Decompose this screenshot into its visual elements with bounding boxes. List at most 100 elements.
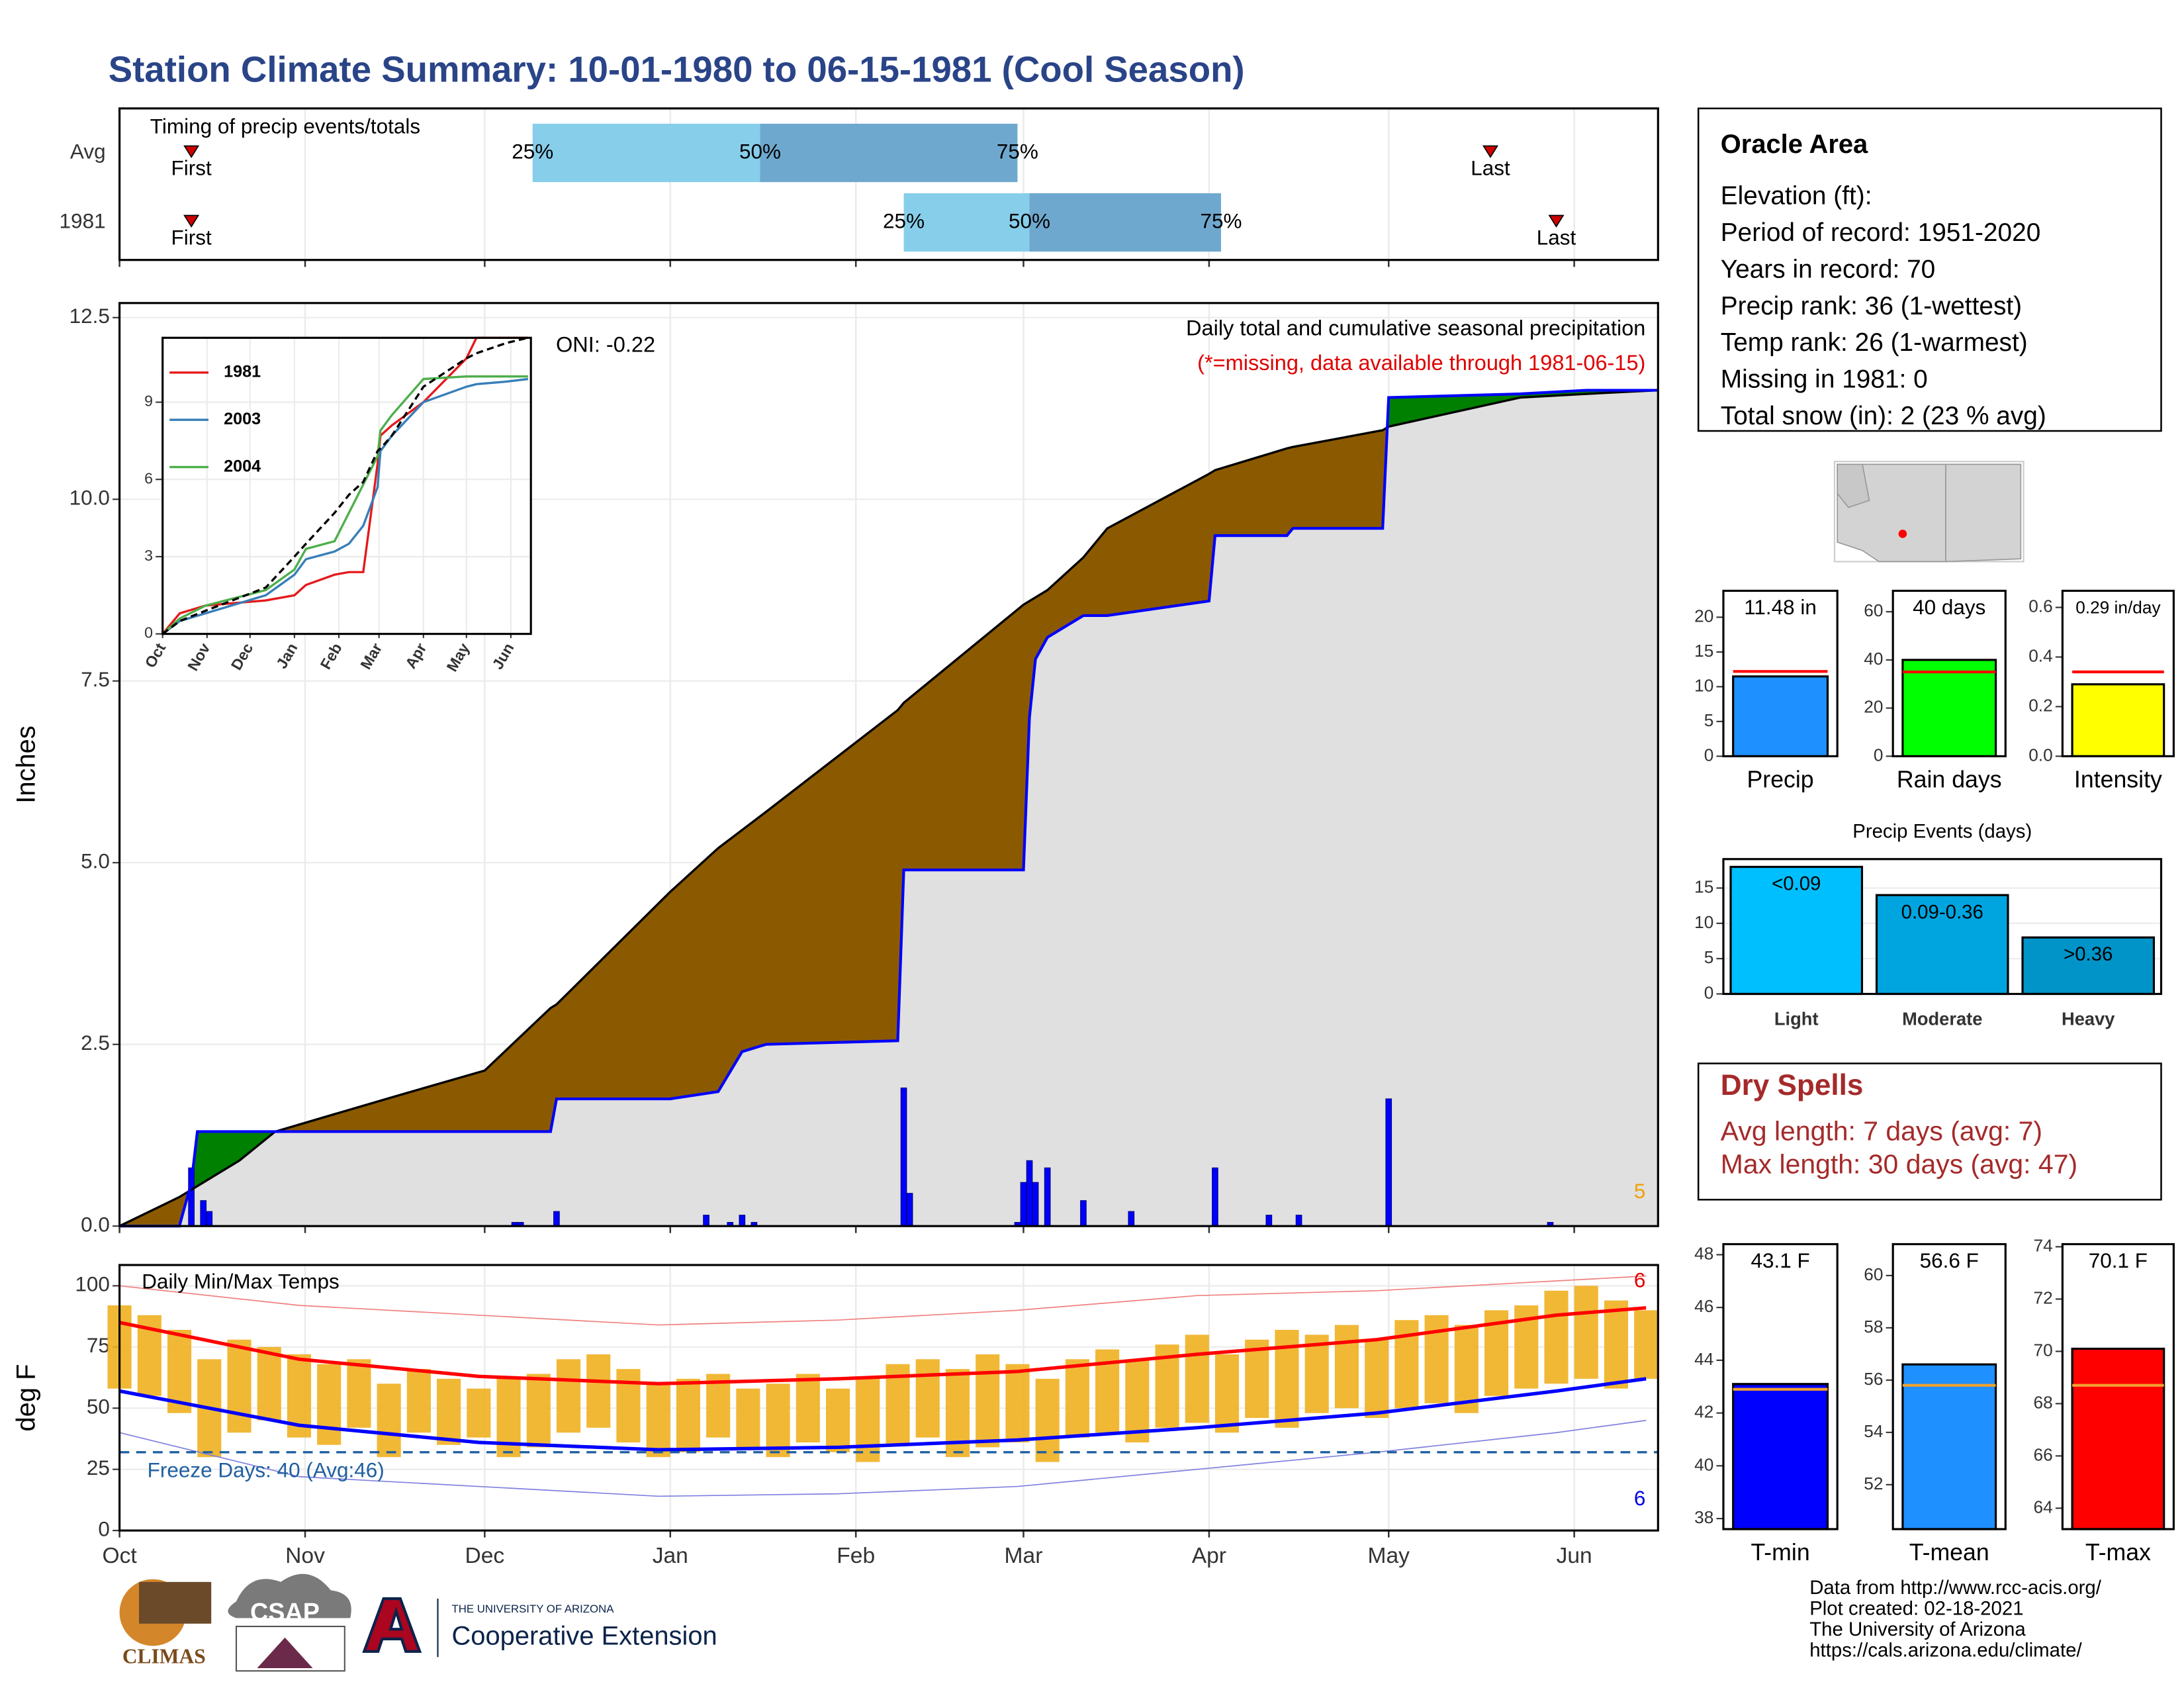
x-tick-label: Jan xyxy=(653,1544,688,1568)
y-tick-label: 0 xyxy=(1874,745,1884,765)
daily-temp-range xyxy=(1005,1364,1030,1443)
value-label: 70.1 F xyxy=(2089,1248,2148,1272)
timing-title: Timing of precip events/totals xyxy=(150,115,420,138)
freeze-label: Freeze Days: 40 (Avg:46) xyxy=(148,1458,385,1482)
cumulative-line xyxy=(119,389,1659,1228)
chart-title: Precip Events (days) xyxy=(1852,821,2032,843)
bar xyxy=(1901,1363,1997,1530)
quartile-bar xyxy=(760,123,1018,183)
daily-temp-range xyxy=(1454,1325,1479,1413)
daily-temp-range xyxy=(1245,1339,1269,1419)
y-tick-label: 75 xyxy=(87,1333,110,1357)
daily-precip-bar xyxy=(900,1087,907,1227)
value-label: 56.6 F xyxy=(1920,1248,1979,1272)
bar xyxy=(1729,865,1864,996)
cumulative-line xyxy=(118,389,1659,1227)
plot-border xyxy=(1891,1243,2007,1530)
y-tick-label: 2.5 xyxy=(81,1031,110,1055)
daily-precip-bar xyxy=(703,1215,709,1227)
y-tick-label: 68 xyxy=(2034,1392,2053,1412)
logo-extension: Cooperative Extension xyxy=(452,1621,717,1650)
x-tick-label: Light xyxy=(1774,1009,1819,1029)
x-tick-label: Mar xyxy=(1005,1544,1043,1568)
daily-temp-range xyxy=(1214,1354,1240,1433)
daily-temp-range xyxy=(1574,1286,1598,1379)
station-line: Years in record: 70 xyxy=(1721,255,1935,283)
plot-border xyxy=(118,302,1659,1227)
x-tick-label: Dec xyxy=(465,1544,505,1568)
x-tick-label: Heavy xyxy=(2062,1009,2115,1029)
daily-precip-bar xyxy=(1265,1215,1273,1227)
daily-precip-bar xyxy=(739,1215,746,1227)
daily-temp-range xyxy=(826,1388,850,1452)
daily-temp-range xyxy=(646,1383,670,1458)
x-tick-label: Rain days xyxy=(1897,767,2002,793)
daily-temp-range xyxy=(856,1378,880,1462)
y-tick-label: 72 xyxy=(2034,1288,2053,1307)
daily-temp-range xyxy=(586,1354,611,1428)
y-tick-label: 0 xyxy=(144,624,153,641)
first-marker xyxy=(183,145,200,158)
first-label: First xyxy=(171,226,212,250)
daily-temp-range xyxy=(556,1359,581,1433)
y-tick-label: 10.0 xyxy=(69,486,110,510)
station-name: Oracle Area xyxy=(1721,130,1868,159)
logos xyxy=(119,1573,439,1672)
logo-ua: THE UNIVERSITY OF ARIZONA xyxy=(452,1603,615,1615)
quartile-label: 50% xyxy=(739,139,781,163)
plot-border xyxy=(118,107,1659,261)
value-label: 11.48 in xyxy=(1744,595,1817,619)
daily-temp-range xyxy=(347,1359,371,1428)
y-tick-label: 52 xyxy=(1864,1474,1883,1493)
x-tick-label: Jun xyxy=(1557,1544,1592,1568)
legend-label: 2003 xyxy=(224,410,261,428)
legend-label: 1981 xyxy=(224,362,261,381)
daily-temp-range xyxy=(736,1388,760,1448)
daily-temp-range xyxy=(377,1383,401,1458)
x-tick-label: T-mean xyxy=(1909,1539,1989,1566)
plot-border xyxy=(2061,1243,2175,1530)
y-tick-label: 9 xyxy=(144,393,153,410)
y-tick-label: 40 xyxy=(1694,1454,1713,1474)
daily-temp-range xyxy=(915,1359,940,1438)
x-tick-label: Intensity xyxy=(2074,767,2162,793)
y-tick-label: 66 xyxy=(2034,1444,2053,1464)
plot-border xyxy=(1722,1243,1839,1530)
daily-temp-range xyxy=(1065,1359,1089,1438)
dry-spells-line: Avg length: 7 days (avg: 7) xyxy=(1721,1115,2042,1146)
value-label: 43.1 F xyxy=(1751,1248,1809,1272)
y-tick-label: 50 xyxy=(87,1395,110,1419)
bar xyxy=(1732,1383,1829,1530)
bar xyxy=(2071,683,2165,757)
y-tick-label: 54 xyxy=(1864,1421,1883,1441)
bar xyxy=(1732,675,1829,757)
logo-csap: CSAP xyxy=(250,1599,320,1626)
y-tick-label: 10 xyxy=(1694,912,1713,932)
first-marker xyxy=(183,214,200,228)
y-tick-label: 5 xyxy=(1704,947,1714,967)
last-marker xyxy=(1482,145,1499,158)
daily-temp-range xyxy=(1275,1329,1299,1428)
x-tick-label: Precip xyxy=(1747,767,1814,793)
daily-temp-range xyxy=(1604,1300,1629,1389)
daily-precip-bar xyxy=(206,1211,213,1227)
daily-precip-bar xyxy=(1044,1167,1051,1227)
row-label: Avg xyxy=(70,139,106,163)
y-tick-label: 5.0 xyxy=(81,849,110,873)
y-tick-label: 74 xyxy=(2034,1235,2053,1255)
x-tick-label: Feb xyxy=(837,1544,875,1568)
plot-border xyxy=(161,336,532,635)
station-line: Total snow (in): 2 (23 % avg) xyxy=(1721,402,2046,430)
x-tick-label: Moderate xyxy=(1902,1009,1982,1029)
y-tick-label: 0.0 xyxy=(2028,745,2052,765)
daily-precip-bar xyxy=(1128,1211,1135,1227)
plot-border xyxy=(118,1264,1659,1532)
bar xyxy=(2021,936,2156,996)
quartile-label: 50% xyxy=(1009,209,1050,232)
bar-label: >0.36 xyxy=(2064,943,2113,965)
daily-temp-range xyxy=(1035,1378,1060,1462)
y-tick-label: 100 xyxy=(75,1272,110,1296)
value-label: 0.29 in/day xyxy=(2075,598,2161,618)
plot-border xyxy=(1722,589,1839,757)
